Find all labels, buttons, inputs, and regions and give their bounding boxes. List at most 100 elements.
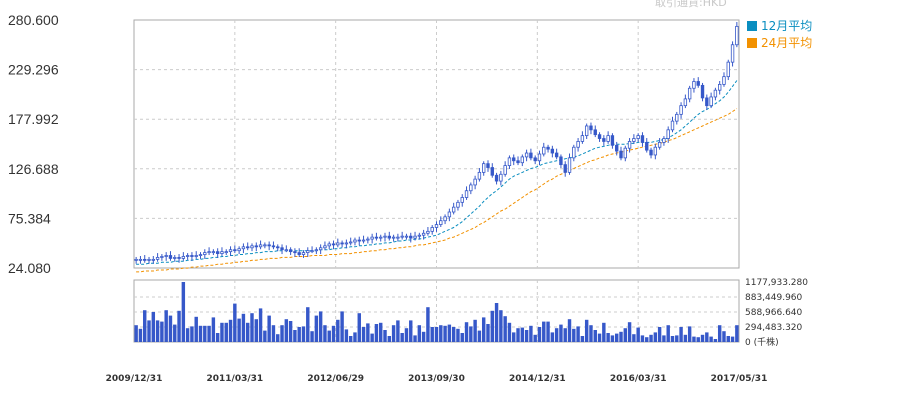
- candle-body: [366, 238, 370, 241]
- candle-body: [250, 245, 254, 249]
- volume-bar: [224, 322, 228, 342]
- volume-bar: [533, 334, 537, 342]
- candle-body: [606, 135, 610, 142]
- volume-bar: [276, 334, 280, 342]
- candle-body: [147, 258, 151, 261]
- volume-bar: [383, 330, 387, 342]
- volume-bar: [271, 325, 276, 342]
- candle-body: [520, 156, 525, 164]
- volume-bar: [507, 322, 512, 342]
- volume-bar: [584, 319, 589, 342]
- candle-body: [542, 146, 546, 155]
- candle-body: [173, 257, 177, 259]
- candle-body: [370, 236, 374, 240]
- candle-body: [451, 206, 456, 213]
- volume-bar: [280, 325, 284, 342]
- grid-layer: [133, 19, 740, 343]
- candle-body: [220, 251, 224, 254]
- candle-body: [198, 254, 203, 256]
- volume-bar: [323, 325, 327, 342]
- ma12-line: [136, 80, 738, 265]
- volume-bar: [168, 315, 173, 342]
- candle-body: [361, 239, 366, 242]
- candle-body: [597, 134, 602, 139]
- candle-body: [735, 25, 739, 46]
- candle-body: [679, 105, 683, 115]
- volume-tick-label: 883,449.960: [745, 293, 803, 303]
- currency-note: 取引通貨:HKD: [655, 0, 727, 9]
- volume-bar: [173, 324, 177, 342]
- candle-body: [507, 157, 512, 166]
- candle-body: [168, 255, 173, 259]
- volume-bar: [730, 336, 735, 342]
- volume-bar: [443, 325, 447, 342]
- volume-bar: [207, 325, 211, 342]
- volume-bar: [735, 325, 739, 342]
- candle-body: [610, 135, 615, 146]
- volume-bar: [597, 333, 602, 342]
- legend-item-ma24[interactable]: 24月平均: [747, 34, 812, 51]
- candle-body: [524, 152, 529, 158]
- candle-body: [657, 141, 662, 148]
- candle-body: [211, 251, 216, 254]
- candle-body: [602, 138, 606, 142]
- volume-bar: [700, 334, 705, 342]
- legend-swatch-ma12: [747, 20, 757, 31]
- candle-body: [237, 248, 241, 252]
- volume-bar: [713, 339, 718, 342]
- candle-body: [357, 239, 361, 242]
- candle-body: [546, 146, 550, 150]
- candle-body: [645, 141, 649, 151]
- volume-bar: [640, 335, 645, 342]
- volume-bar: [387, 336, 392, 342]
- candle-body: [653, 146, 658, 156]
- volume-bar: [366, 323, 370, 342]
- price-tick-label: 126.688: [8, 161, 59, 177]
- candle-body: [477, 171, 482, 180]
- volume-bar: [336, 319, 340, 342]
- candle-body: [443, 216, 447, 222]
- volume-bar: [567, 319, 572, 342]
- volume-bar: [494, 303, 499, 342]
- volume-bar: [353, 332, 357, 342]
- candle-body: [584, 125, 589, 137]
- candle-body: [593, 129, 597, 136]
- volume-bar: [636, 327, 640, 342]
- candle-body: [233, 249, 237, 252]
- volume-bar: [687, 326, 692, 342]
- candle-body: [160, 256, 164, 258]
- candle-body: [421, 232, 426, 236]
- volume-bar: [288, 321, 293, 342]
- volume-bar: [559, 324, 563, 342]
- candle-body: [512, 157, 516, 162]
- volume-bar: [726, 336, 730, 342]
- volume-bar: [151, 312, 156, 342]
- candle-body: [709, 96, 713, 107]
- volume-tick-label: 0 (千株): [745, 336, 779, 348]
- candle-body: [215, 251, 220, 254]
- volume-bar: [623, 328, 628, 342]
- legend: 12月平均 24月平均: [747, 17, 812, 51]
- volume-bar: [580, 336, 585, 342]
- volume-bar: [241, 313, 246, 342]
- volume-bar: [481, 317, 486, 342]
- candle-body: [383, 235, 387, 238]
- candle-body: [310, 250, 314, 253]
- volume-bar: [409, 320, 413, 342]
- volume-bar: [417, 325, 422, 342]
- volume-bar: [563, 328, 567, 342]
- volume-bar: [709, 336, 713, 342]
- volume-bar: [348, 336, 353, 342]
- x-tick-label: 2013/09/30: [408, 374, 465, 384]
- volume-bar: [331, 325, 336, 342]
- candle-body: [190, 255, 194, 257]
- candle-body: [177, 257, 181, 259]
- volume-bar: [370, 333, 374, 342]
- volume-bar: [537, 327, 542, 342]
- price-tick-label: 177.992: [8, 111, 59, 127]
- volume-bar: [430, 327, 434, 342]
- candle-body: [318, 247, 323, 251]
- volume-bar: [284, 319, 289, 342]
- candle-body: [353, 239, 357, 243]
- legend-item-ma12[interactable]: 12月平均: [747, 17, 812, 34]
